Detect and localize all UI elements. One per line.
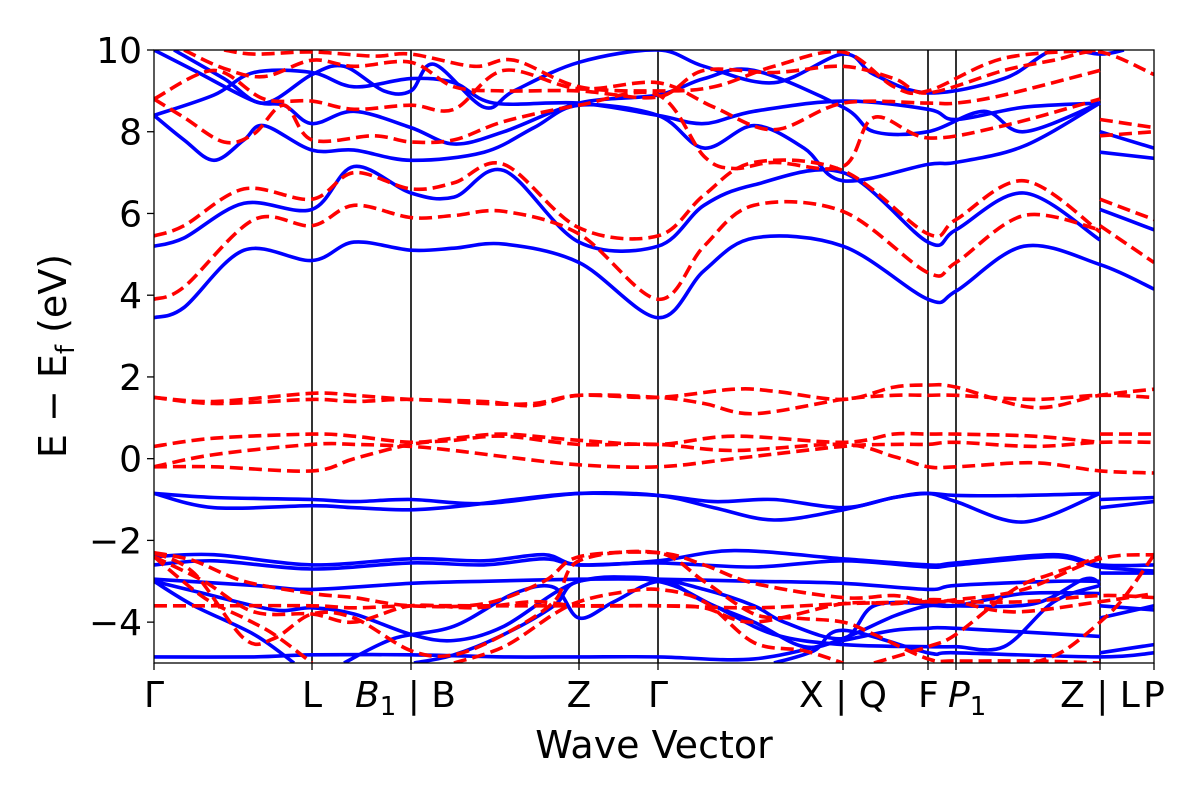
spin-up-band-16	[773, 628, 1154, 663]
spin-down-band-8	[154, 431, 1154, 449]
spin-up-band-7	[154, 491, 1154, 524]
y-tick-label-5: 6	[119, 194, 142, 235]
x-tick-label-5: X | Q	[799, 675, 887, 716]
spin-up-band-3	[154, 68, 1154, 150]
spin-down-band-16	[453, 587, 844, 663]
y-tick-label-1: −2	[89, 521, 142, 562]
y-tick-label-6: 8	[119, 113, 142, 154]
bands	[154, 50, 1154, 663]
x-tick-label-suffix: | B	[396, 675, 456, 716]
spin-up-band-15	[154, 625, 1154, 662]
y-tick-label-3: 2	[119, 358, 142, 399]
spin-down-band-14	[154, 549, 1101, 663]
y-tick-label-4: 4	[119, 276, 142, 317]
y-axis-ticks: −4 −2 0 2 4 6 8 10	[89, 31, 154, 644]
y-axis-label-subscript: f	[51, 344, 81, 354]
x-tick-label-8: Z | L	[1060, 675, 1140, 716]
spin-up-band-9	[154, 554, 1154, 573]
x-axis-label: Wave Vector	[535, 723, 773, 767]
spin-up-band-14	[343, 576, 1101, 663]
x-tick-label-main: B	[355, 675, 380, 716]
x-tick-label-0: Γ	[144, 675, 164, 716]
spin-up-band-8	[154, 548, 1154, 568]
x-tick-label-subscript: 1	[970, 692, 987, 722]
spin-down-band-18	[1033, 553, 1154, 663]
y-axis-label-main: E − E	[31, 354, 75, 458]
spin-down-band-5	[223, 50, 1101, 96]
spin-down-band-0	[154, 199, 1154, 302]
spin-down-band-7	[154, 440, 1154, 469]
x-tick-label-main: P	[948, 675, 970, 716]
x-tick-label-9: P	[1143, 675, 1165, 716]
y-tick-label-2: 0	[119, 440, 142, 481]
y-axis-label: E − Ef (eV)	[31, 254, 81, 458]
x-tick-label-3: Z	[567, 675, 592, 716]
x-tick-label-4: Γ	[648, 675, 668, 716]
kpoint-lines	[311, 50, 1101, 663]
spin-down-band-13	[154, 593, 1154, 610]
spin-down-band-17	[873, 555, 1101, 663]
spin-up-band-1	[154, 164, 1154, 253]
x-tick-label-2: B1 | B	[355, 675, 456, 722]
y-axis-label-unit: (eV)	[31, 254, 75, 345]
y-tick-label-0: −4	[89, 603, 142, 644]
spin-down-band-4	[183, 50, 1154, 100]
spin-down-band-9	[154, 382, 1154, 410]
spin-down-band-1	[154, 158, 1154, 241]
x-tick-label-1: L	[302, 675, 322, 716]
x-tick-label-6: F	[918, 675, 939, 716]
spin-down-band-10	[154, 391, 1154, 416]
x-tick-label-subscript: 1	[380, 692, 397, 722]
spin-up-band-12	[154, 579, 296, 663]
spin-up-band-5	[173, 50, 1125, 110]
spin-down-band-15	[154, 555, 314, 663]
x-tick-label-7: P1	[948, 675, 986, 722]
plot-frame	[153, 49, 1155, 664]
spin-down-band-2	[154, 90, 1154, 171]
spin-up-band-0	[154, 234, 1154, 320]
y-tick-label-7: 10	[96, 31, 142, 72]
